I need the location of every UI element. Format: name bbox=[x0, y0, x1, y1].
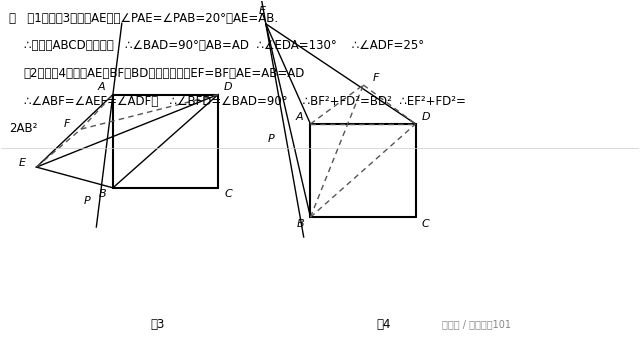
Text: P: P bbox=[84, 196, 91, 206]
Text: E: E bbox=[259, 6, 266, 16]
Text: ∴∠ABF=∠AEF=∠ADF，   ∴∠BFD=∠BAD=90°    ∴BF²+FD²=BD²  ∴EF²+FD²=: ∴∠ABF=∠AEF=∠ADF， ∴∠BFD=∠BAD=90° ∴BF²+FD²… bbox=[24, 95, 465, 108]
Text: 解   （1）如图3，连接AE，则∠PAE=∠PAB=20°，AE=AB.: 解 （1）如图3，连接AE，则∠PAE=∠PAB=20°，AE=AB. bbox=[9, 12, 278, 25]
Text: D: D bbox=[224, 82, 232, 93]
Text: F: F bbox=[373, 73, 380, 84]
Text: ∴四边形ABCD为正方形   ∴∠BAD=90°，AB=AD  ∴∠EDA=130°    ∴∠ADF=25°: ∴四边形ABCD为正方形 ∴∠BAD=90°，AB=AD ∴∠EDA=130° … bbox=[24, 39, 424, 52]
Text: 2AB²: 2AB² bbox=[9, 122, 37, 135]
Text: B: B bbox=[296, 219, 304, 229]
Text: （2）如图4，连接AE，BF，BD，由轴对称知EF=BF，AE=AB=AD: （2）如图4，连接AE，BF，BD，由轴对称知EF=BF，AE=AB=AD bbox=[24, 67, 305, 80]
Text: C: C bbox=[225, 189, 232, 199]
Text: 图3: 图3 bbox=[150, 318, 164, 331]
Text: P: P bbox=[268, 134, 275, 143]
Text: 头条号 / 中考数学101: 头条号 / 中考数学101 bbox=[442, 319, 511, 330]
Text: B: B bbox=[99, 189, 106, 199]
Text: D: D bbox=[422, 112, 430, 122]
Text: C: C bbox=[422, 219, 429, 229]
Text: 图4: 图4 bbox=[376, 318, 391, 331]
Text: A: A bbox=[98, 82, 105, 93]
Text: F: F bbox=[64, 119, 70, 129]
Text: A: A bbox=[295, 112, 303, 122]
Text: E: E bbox=[19, 158, 26, 168]
